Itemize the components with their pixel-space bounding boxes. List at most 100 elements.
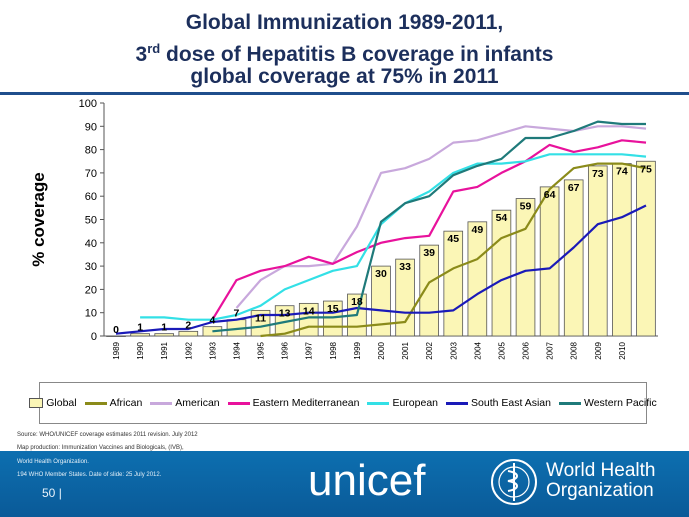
x-tick-label: 1996: [281, 341, 290, 359]
x-tick-label: 1998: [329, 341, 338, 359]
bar-data-label: 11: [255, 312, 266, 324]
who-line-2: Organization: [546, 480, 654, 501]
legend-swatch: [559, 401, 581, 405]
title-divider: [0, 92, 689, 95]
y-tick-label: 90: [85, 121, 97, 133]
y-tick-label: 10: [85, 308, 97, 320]
bar-data-label: 4: [209, 315, 215, 327]
footer-band: [0, 451, 689, 517]
x-tick-label: 1993: [208, 341, 217, 359]
bar-data-label: 2: [185, 319, 191, 331]
bar-global: [491, 209, 512, 337]
bar-global: [178, 330, 199, 337]
legend-item: African: [84, 397, 143, 409]
bar-data-label: 54: [496, 212, 508, 224]
y-tick-label: 80: [85, 145, 97, 157]
title-line-2: 3rd dose of Hepatitis B coverage in infa…: [0, 36, 689, 68]
y-tick-label: 0: [91, 331, 97, 343]
x-tick-label: 1992: [184, 341, 193, 359]
y-tick-label: 40: [85, 238, 97, 250]
x-tick-label: 2004: [473, 341, 482, 359]
line-south-east-asian: [115, 204, 647, 335]
legend-item: Eastern Mediterranean: [227, 397, 360, 409]
legend-label: Western Pacific: [584, 397, 657, 409]
line-western-pacific: [212, 120, 646, 333]
legend-label: European: [392, 397, 439, 409]
title-line-1: Global Immunization 1989-2011,: [185, 11, 504, 34]
legend-label: Global: [46, 397, 77, 409]
bar-global: [467, 221, 488, 337]
source-note-1: Source: WHO/UNICEF coverage estimates 20…: [17, 432, 198, 438]
bar-global: [563, 179, 584, 337]
x-tick-label: 2008: [570, 341, 579, 359]
legend-item: Global: [29, 397, 77, 409]
x-tick-label: 1994: [232, 341, 241, 359]
legend-item: American: [150, 397, 220, 409]
bar-global: [106, 335, 126, 337]
bar-global: [395, 258, 415, 337]
y-tick-label: 60: [85, 191, 97, 203]
bar-data-label: 14: [303, 305, 315, 317]
bar-data-label: 15: [327, 303, 339, 315]
bar-data-label: 45: [447, 233, 459, 245]
bar-global: [636, 160, 656, 337]
x-tick-label: 2010: [618, 341, 627, 359]
source-note-4: 194 WHO Member States. Date of slide: 25…: [17, 472, 162, 478]
bar-data-label: 73: [592, 168, 604, 180]
bar-data-label: 49: [472, 224, 484, 236]
bar-data-label: 30: [375, 268, 387, 280]
bar-data-label: 74: [616, 166, 628, 178]
legend-label: African: [109, 397, 143, 409]
x-tick-label: 2003: [449, 341, 458, 359]
bar-data-label: 39: [423, 247, 435, 259]
y-tick-label: 20: [85, 284, 97, 296]
x-tick-label: 1989: [112, 341, 121, 359]
unicef-logo: unicef: [308, 456, 426, 505]
bar-data-label: 75: [640, 163, 652, 175]
source-note-2: Map production: Immunization Vaccines an…: [17, 445, 184, 451]
title-line-3: global coverage at 75% in 2011: [190, 65, 499, 88]
bar-data-label: 59: [520, 201, 532, 213]
legend-swatch: [227, 401, 250, 405]
legend-swatch: [150, 401, 173, 405]
legend-label: Eastern Mediterranean: [252, 397, 360, 409]
who-line-1: World Health: [546, 460, 656, 481]
legend-swatch: [446, 401, 469, 405]
bar-data-label: 1: [161, 322, 167, 334]
bar-data-label: 18: [351, 296, 363, 308]
x-tick-label: 1999: [353, 341, 362, 359]
bar-global: [443, 230, 464, 337]
y-tick-label: 70: [85, 168, 97, 180]
bar-data-label: 64: [544, 189, 556, 201]
slide-number: 50 |: [42, 486, 62, 500]
bar-global: [587, 165, 608, 337]
x-tick-label: 2002: [425, 341, 434, 359]
bar-data-label: 13: [279, 308, 291, 320]
x-tick-label: 2007: [546, 341, 555, 359]
title-ordinal-suffix: rd: [147, 41, 161, 56]
legend-swatch: [367, 401, 390, 405]
x-tick-label: 2009: [594, 341, 603, 359]
who-emblem-icon: [491, 459, 537, 505]
bar-global: [154, 333, 175, 337]
legend-label: South East Asian: [471, 397, 551, 409]
line-african: [260, 162, 647, 338]
who-logo-text: World Health Organization: [546, 461, 655, 501]
y-tick-label: 30: [85, 261, 97, 273]
x-tick-label: 2006: [522, 341, 531, 359]
y-tick-label: 100: [79, 98, 97, 110]
x-tick-label: 1995: [257, 341, 266, 359]
x-tick-label: 2001: [401, 341, 410, 359]
x-tick-label: 1990: [136, 341, 145, 359]
bar-global: [130, 333, 150, 337]
bar-global: [515, 198, 536, 337]
legend-label: American: [175, 397, 220, 409]
legend-item: South East Asian: [446, 397, 551, 409]
chart-legend: Global African American Eastern Mediterrane…: [29, 382, 657, 424]
legend-item: Western Pacific: [559, 397, 657, 409]
y-axis-label: % coverage: [29, 172, 48, 267]
bar-data-label: 0: [113, 324, 119, 336]
title-line-2-rest: dose of Hepatitis B coverage in infants: [160, 43, 554, 66]
legend-swatch: [29, 398, 44, 408]
